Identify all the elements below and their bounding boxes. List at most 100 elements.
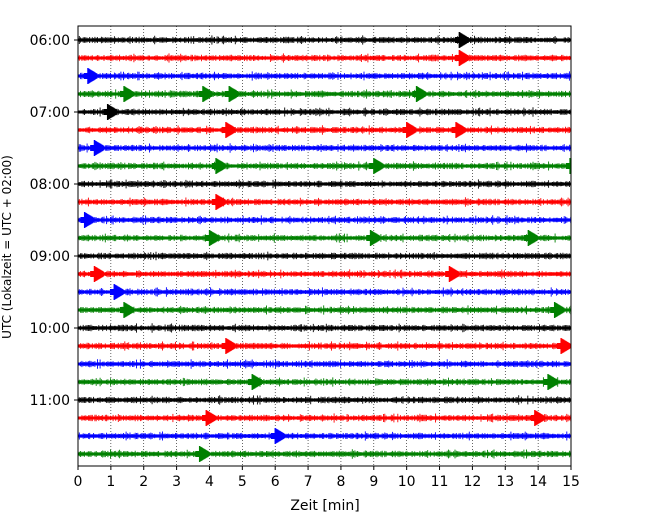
trace-baseline: [78, 326, 571, 330]
x-tick-label: 3: [172, 474, 181, 490]
y-tick-label: 06:00: [30, 33, 70, 49]
seismic-event: [198, 86, 213, 102]
trace-1130: [77, 428, 572, 444]
y-tick-label: 11:00: [30, 393, 70, 409]
seismic-event: [109, 284, 124, 300]
trace-baseline: [78, 362, 571, 366]
grid-layer: [110, 26, 539, 466]
x-tick-label: 5: [238, 474, 247, 490]
y-tick-label: 07:00: [30, 105, 70, 121]
x-tick-label: 11: [431, 474, 449, 490]
x-tick-label: 15: [562, 474, 580, 490]
y-tick-label: 10:00: [30, 321, 70, 337]
trace-0900: [77, 251, 572, 261]
trace-1045: [77, 374, 572, 390]
seismic-event: [90, 266, 105, 282]
trace-layer: [77, 32, 572, 462]
seismic-event: [90, 140, 105, 156]
seismic-event: [195, 446, 210, 462]
trace-1145: [77, 446, 572, 462]
trace-baseline: [78, 164, 571, 168]
seismic-event: [221, 338, 236, 354]
x-tick-label: 9: [369, 474, 378, 490]
trace-0830: [77, 212, 572, 228]
seismic-event: [565, 158, 572, 174]
trace-baseline: [78, 200, 571, 204]
trace-1100: [77, 395, 572, 405]
seismic-event: [451, 122, 466, 138]
x-tick-label: 4: [205, 474, 214, 490]
trace-baseline: [78, 254, 571, 258]
seismic-event: [270, 428, 285, 444]
seismic-event: [211, 194, 226, 210]
seismic-event: [455, 50, 469, 66]
x-axis: 0 1 2 3 4 5 6 7 8 9 10 11 12 13 14 15: [74, 466, 580, 490]
seismic-event: [455, 32, 469, 48]
trace-1030: [77, 359, 572, 369]
x-tick-label: 7: [304, 474, 313, 490]
x-tick-label: 10: [398, 474, 416, 490]
trace-0615: [77, 50, 572, 66]
trace-1115: [77, 410, 572, 426]
trace-baseline: [78, 38, 571, 42]
trace-0800: [77, 179, 572, 189]
seismic-event: [543, 374, 558, 390]
y-axis: 06:00 07:00 08:00 09:00 10:00 11:00: [30, 33, 78, 409]
trace-0630: [77, 68, 572, 84]
trace-baseline: [78, 344, 571, 348]
x-axis-label: Zeit [min]: [290, 498, 359, 514]
seismic-event: [103, 104, 118, 120]
trace-0600: [77, 32, 572, 48]
x-tick-label: 12: [463, 474, 481, 490]
x-tick-label: 6: [271, 474, 280, 490]
trace-0730: [77, 140, 572, 156]
trace-0815: [77, 194, 572, 210]
seismic-event: [224, 86, 239, 102]
x-tick-label: 1: [106, 474, 115, 490]
seismic-event: [83, 68, 98, 84]
plot-frame: [77, 25, 572, 467]
trace-baseline: [78, 308, 571, 312]
trace-baseline: [78, 128, 571, 132]
trace-0845: [77, 230, 572, 246]
trace-baseline: [78, 146, 571, 150]
trace-1000: [77, 323, 572, 333]
trace-0645: [77, 86, 572, 102]
trace-0930: [77, 284, 572, 300]
seismic-event: [247, 374, 262, 390]
seismic-event: [201, 410, 216, 426]
seismic-event: [412, 86, 427, 102]
trace-baseline: [78, 56, 571, 60]
seismic-event: [530, 410, 545, 426]
trace-baseline: [78, 452, 571, 456]
trace-baseline: [78, 398, 571, 402]
seismic-event: [402, 122, 417, 138]
trace-baseline: [78, 236, 571, 240]
seismic-event: [221, 122, 236, 138]
x-tick-label: 14: [529, 474, 547, 490]
trace-baseline: [78, 416, 571, 420]
trace-0915: [77, 266, 572, 282]
trace-baseline: [78, 182, 571, 186]
seismic-event: [80, 212, 95, 228]
seismic-event: [369, 158, 384, 174]
trace-0945: [77, 302, 572, 318]
seismic-event: [550, 302, 565, 318]
trace-baseline: [78, 290, 571, 294]
trace-baseline: [78, 218, 571, 222]
trace-1015: [77, 338, 572, 354]
trace-0700: [77, 104, 572, 120]
trace-0745: [77, 158, 572, 174]
seismic-event: [205, 230, 220, 246]
trace-0715: [77, 122, 572, 138]
seismic-event: [211, 158, 226, 174]
trace-baseline: [78, 434, 571, 438]
y-axis-label: UTC (Lokalzeit = UTC + 02:00): [0, 155, 14, 339]
seismic-event: [119, 302, 134, 318]
seismic-event: [119, 86, 134, 102]
seismic-event: [366, 230, 381, 246]
trace-baseline: [78, 92, 571, 96]
trace-baseline: [78, 272, 571, 276]
